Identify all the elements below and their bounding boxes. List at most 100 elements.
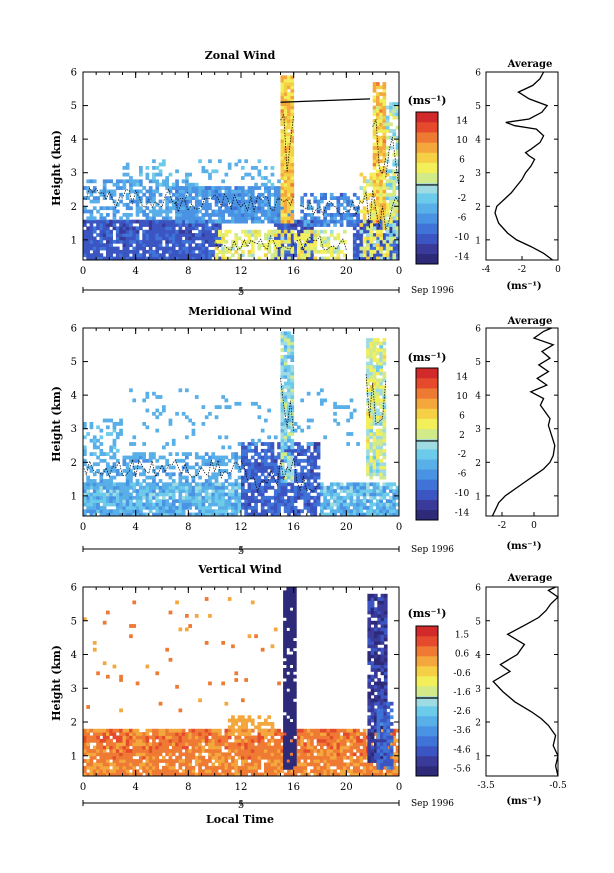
heatmap-cell xyxy=(96,223,100,227)
heatmap-cell xyxy=(372,398,377,403)
heatmap-cell xyxy=(112,502,117,507)
heatmap-cell xyxy=(379,361,383,366)
heatmap-cell xyxy=(178,482,183,487)
heatmap-cell xyxy=(132,509,137,514)
heatmap-cell xyxy=(372,485,377,490)
heatmap-cell xyxy=(191,422,196,426)
heatmap-cell xyxy=(369,219,374,224)
heatmap-cell xyxy=(142,492,146,497)
heatmap-cell xyxy=(247,752,252,757)
heatmap-cell xyxy=(287,243,291,247)
heatmap-cell xyxy=(389,105,393,110)
heatmap-cell xyxy=(211,196,216,200)
heatmap-cell xyxy=(175,243,179,247)
heatmap-cell xyxy=(264,253,268,258)
heatmap-cell xyxy=(132,472,137,477)
heatmap-cell xyxy=(385,182,390,187)
heatmap-cell xyxy=(323,485,327,490)
contour-line xyxy=(82,459,242,479)
heatmap-cell xyxy=(385,223,390,227)
heatmap-cell xyxy=(171,512,176,517)
heatmap-cell xyxy=(99,452,104,456)
heatmap-cell xyxy=(303,229,308,234)
heatmap-cell xyxy=(306,479,311,483)
heatmap-cell xyxy=(96,769,100,774)
heatmap-cell xyxy=(122,219,127,224)
heatmap-cell xyxy=(218,765,222,770)
heatmap-cell xyxy=(112,455,117,460)
heatmap-cell xyxy=(290,132,295,137)
heatmap-cell xyxy=(214,738,219,743)
heatmap-cell xyxy=(277,482,281,487)
heatmap-cell xyxy=(254,213,258,217)
heatmap-cell xyxy=(372,82,377,86)
heatmap-cell xyxy=(178,196,183,200)
heatmap-cell xyxy=(376,361,380,366)
heatmap-cell xyxy=(122,769,127,774)
heatmap-cell xyxy=(385,152,390,157)
heatmap-cell xyxy=(395,236,400,241)
heatmap-cell xyxy=(339,485,344,490)
heatmap-cell xyxy=(250,229,255,234)
heatmap-cell xyxy=(231,213,235,217)
heatmap-cell xyxy=(96,199,100,204)
heatmap-cell xyxy=(241,479,245,483)
heatmap-cell xyxy=(201,762,206,767)
heatmap-cell xyxy=(379,129,383,133)
heatmap-cell xyxy=(241,206,245,211)
heatmap-cell xyxy=(382,132,387,137)
heatmap-cell xyxy=(96,772,100,777)
heatmap-cell xyxy=(92,229,97,234)
heatmap-cell xyxy=(297,475,301,480)
heatmap-cell xyxy=(372,492,377,497)
heatmap-cell xyxy=(283,348,288,352)
heatmap-cell xyxy=(323,213,327,217)
heatmap-cell xyxy=(129,732,133,736)
heatmap-cell xyxy=(188,186,192,190)
heatmap-cell xyxy=(362,502,367,507)
heatmap-cell xyxy=(280,408,285,413)
heatmap-cell xyxy=(168,465,173,470)
heatmap-cell xyxy=(303,502,308,507)
heatmap-cell xyxy=(191,432,196,436)
heatmap-cell xyxy=(178,189,183,194)
heatmap-cell xyxy=(372,489,377,493)
heatmap-cell xyxy=(139,749,143,753)
colorbar-swatch xyxy=(416,112,438,123)
heatmap-cell xyxy=(119,226,123,231)
heatmap-cell xyxy=(382,85,387,90)
heatmap-cell xyxy=(369,418,374,423)
heatmap-cell xyxy=(260,199,265,204)
heatmap-cell xyxy=(221,246,225,251)
heatmap-cell xyxy=(395,162,400,167)
heatmap-cell xyxy=(280,455,285,460)
profile-frame xyxy=(485,71,559,261)
heatmap-cell xyxy=(224,752,229,757)
heatmap-cell xyxy=(125,219,130,224)
heatmap-cell xyxy=(320,489,324,493)
heatmap-cell xyxy=(290,209,295,214)
heatmap-cell xyxy=(227,772,232,777)
heatmap-cell xyxy=(395,495,400,500)
heatmap-cell xyxy=(178,226,183,231)
heatmap-cell xyxy=(290,452,295,456)
heatmap-cell xyxy=(316,233,321,237)
heatmap-cell xyxy=(283,199,288,204)
heatmap-cell xyxy=(142,752,146,757)
heatmap-cell xyxy=(339,489,344,493)
heatmap-cell xyxy=(395,223,400,227)
heatmap-cell xyxy=(339,213,344,217)
heatmap-cell xyxy=(316,216,321,221)
heatmap-cell xyxy=(280,435,285,440)
heatmap-cell xyxy=(287,435,291,440)
heatmap-cell xyxy=(109,762,113,767)
heatmap-cell xyxy=(89,253,94,258)
heatmap-cell xyxy=(204,226,209,231)
heatmap-cell xyxy=(250,482,255,487)
heatmap-cell xyxy=(152,765,156,770)
contour-line xyxy=(240,458,321,494)
heatmap-cell xyxy=(221,179,225,184)
heatmap-cell xyxy=(382,206,387,211)
heatmap-cell xyxy=(247,738,252,743)
